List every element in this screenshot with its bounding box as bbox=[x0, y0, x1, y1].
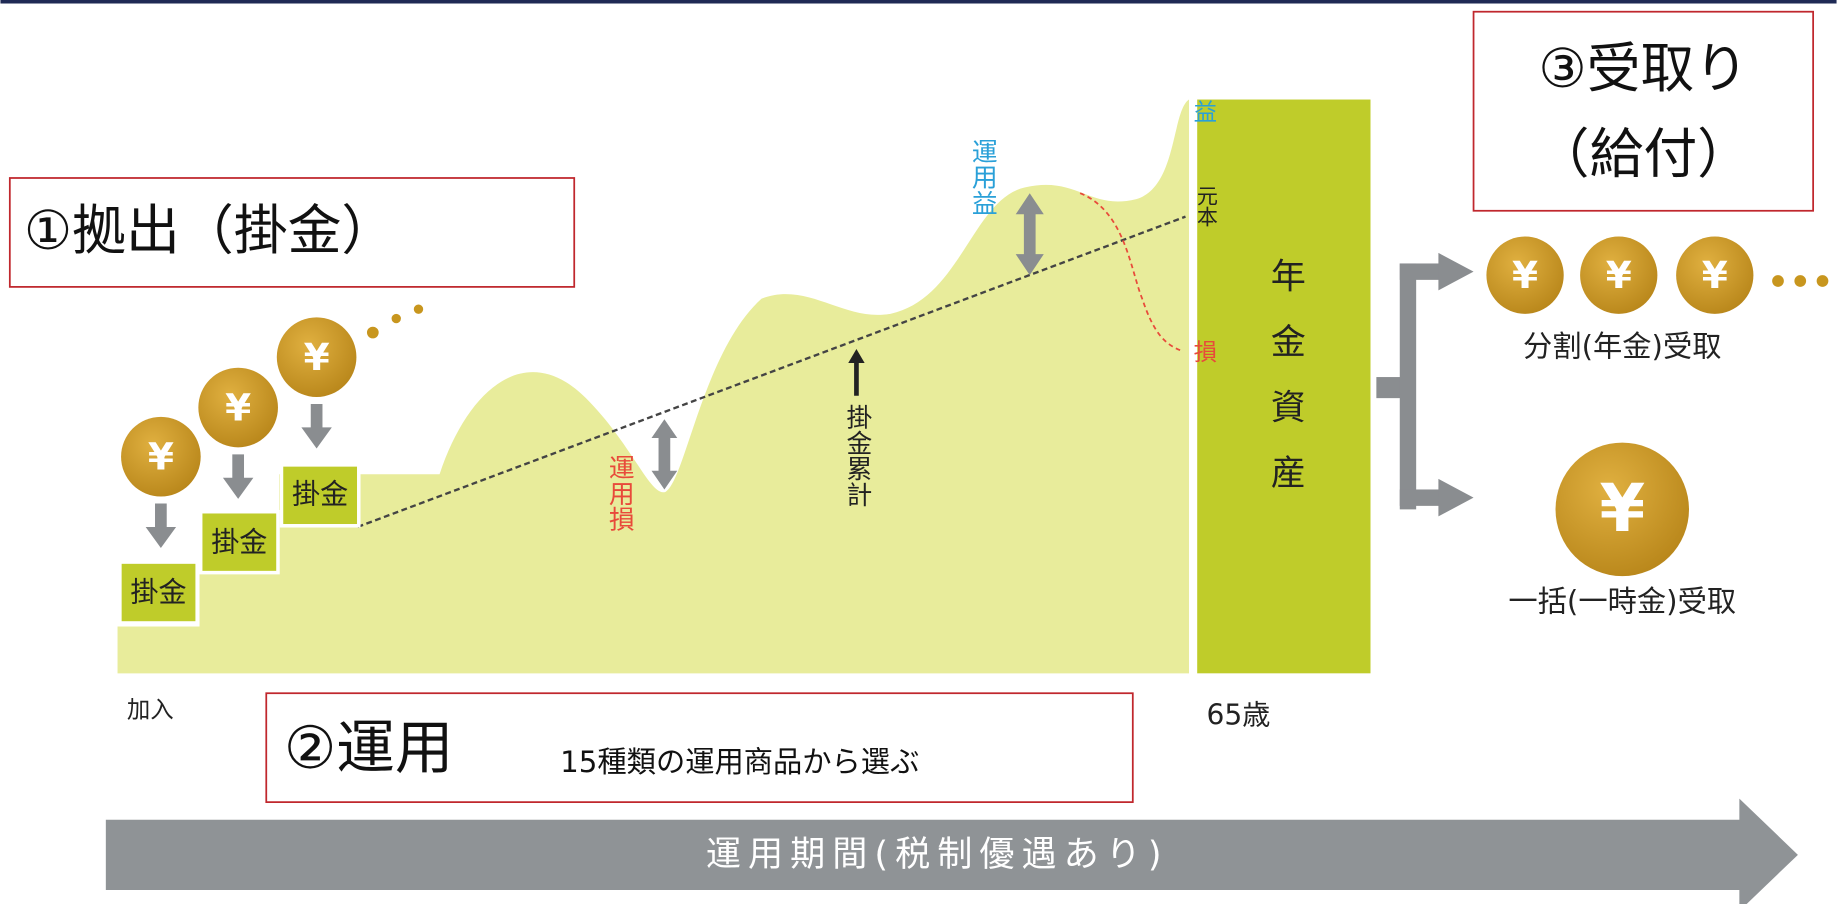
step3-title: ③受取り bbox=[1538, 37, 1748, 100]
cumulative-label: 掛金累計 bbox=[842, 404, 872, 507]
range-arrows bbox=[651, 193, 1044, 490]
lump-sum-label: 一括(一時金)受取 bbox=[1508, 585, 1736, 619]
coin bbox=[1555, 442, 1690, 577]
step1-box bbox=[8, 177, 576, 288]
up-arrow bbox=[848, 348, 865, 396]
step3-title: （給付） bbox=[1536, 123, 1751, 186]
coin bbox=[276, 317, 357, 397]
coin bbox=[198, 367, 278, 448]
coin-symbol: ¥ bbox=[1512, 253, 1538, 297]
top-bar bbox=[0, 0, 1837, 4]
principal-line bbox=[357, 215, 1186, 529]
bracket-arrows bbox=[1376, 252, 1474, 517]
dots bbox=[1772, 275, 1829, 287]
coin bbox=[121, 416, 201, 497]
period-arrow bbox=[105, 798, 1798, 904]
coin bbox=[1486, 236, 1564, 314]
premium-label: 掛金 bbox=[211, 525, 267, 558]
coin-symbol: ¥ bbox=[225, 385, 251, 429]
step2-note: 15種類の運用商品から選ぶ bbox=[560, 745, 919, 779]
coin-symbol: ¥ bbox=[148, 435, 174, 479]
premium-label: 掛金 bbox=[130, 576, 186, 609]
premium-label: 掛金 bbox=[292, 477, 348, 510]
gain-short: 益 bbox=[1194, 98, 1217, 126]
pension-assets: 年金資産 bbox=[1265, 258, 1306, 520]
down-arrows bbox=[145, 403, 332, 549]
join-label: 加入 bbox=[127, 695, 174, 723]
principal-label: 元本 bbox=[1194, 185, 1219, 228]
coin-symbol: ¥ bbox=[304, 335, 330, 379]
dots bbox=[366, 304, 424, 339]
installment-label: 分割(年金)受取 bbox=[1523, 329, 1721, 363]
step3-box bbox=[1472, 10, 1815, 212]
coin bbox=[1580, 236, 1658, 314]
step1-title: ①拠出（掛金） bbox=[24, 199, 395, 262]
asset-area bbox=[117, 99, 1189, 674]
step2-title: ②運用 bbox=[284, 714, 454, 782]
loss-short: 損 bbox=[1194, 338, 1217, 366]
pension-bar bbox=[1197, 99, 1371, 674]
premium-boxes bbox=[118, 463, 361, 625]
age-label: 65歳 bbox=[1207, 699, 1271, 732]
gain-label: 運用益 bbox=[967, 138, 997, 215]
loss-curve bbox=[1079, 192, 1184, 353]
step2-box bbox=[265, 692, 1134, 804]
coin-symbol: ¥ bbox=[1606, 253, 1632, 297]
period-label: 運用期間(税制優遇あり) bbox=[706, 834, 1169, 875]
coin-symbol: ¥ bbox=[1702, 253, 1728, 297]
coin-symbol: ¥ bbox=[1599, 471, 1645, 547]
coin bbox=[1676, 236, 1754, 314]
loss-label: 運用損 bbox=[604, 454, 634, 531]
